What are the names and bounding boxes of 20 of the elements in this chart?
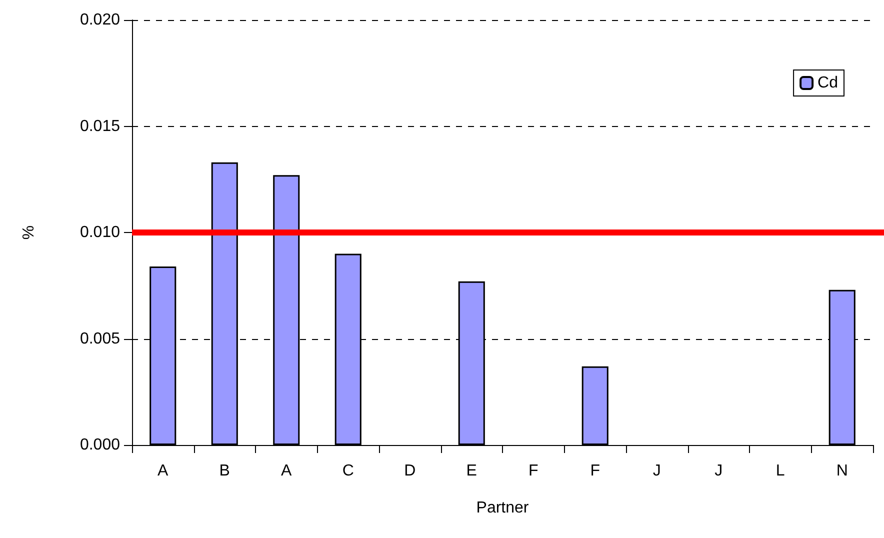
x-tick-label: A [281,462,292,480]
x-tick-label: F [590,462,600,480]
y-tick-label: 0.005 [80,330,120,348]
x-tick-label: N [836,462,848,480]
x-tick-label: B [219,462,230,480]
x-axis-title: Partner [476,500,530,516]
x-tick-label: J [714,462,723,480]
x-tick-label: F [528,462,538,480]
x-tick-label: D [404,462,416,480]
x-tick-label: J [652,462,661,480]
x-tick-label: E [466,462,477,480]
y-tick-label: 0.010 [80,224,120,241]
y-tick-label: 0.020 [80,12,120,28]
x-tick-label: C [342,462,354,480]
y-axis-title: % [20,225,38,240]
y-tick-label: 0.015 [80,118,120,135]
x-tick-label: L [776,462,785,480]
y-tick-label: 0.000 [80,436,120,454]
x-tick-label: A [158,462,169,480]
legend-label: Cd [818,74,838,92]
